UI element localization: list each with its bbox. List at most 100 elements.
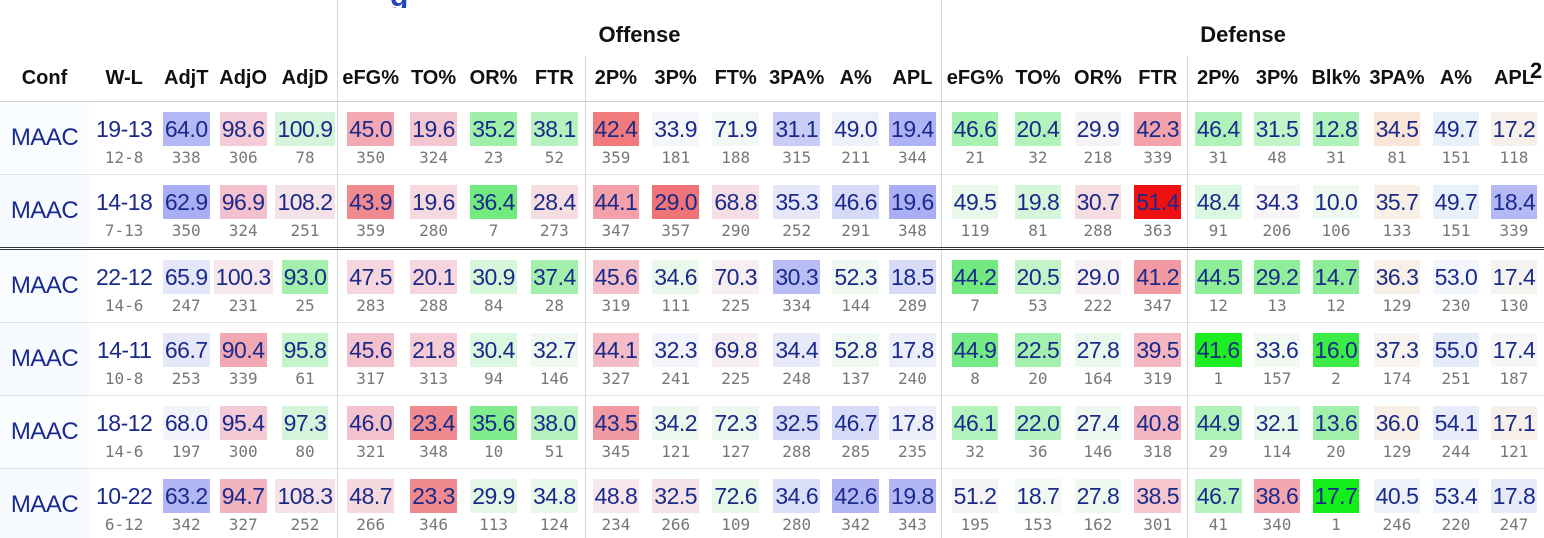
column-header-3pa[interactable]: 3PA% [765, 56, 828, 102]
stat-cell: 18.5 289 [883, 248, 942, 323]
column-header-efg[interactable]: eFG% [336, 56, 404, 102]
column-header-3p[interactable]: 3P% [645, 56, 706, 102]
stat-rank: 23 [483, 148, 504, 167]
stat-value: 29.9 [470, 479, 517, 513]
stat-rank: 289 [897, 296, 927, 315]
stat-value: 31.5 [1253, 112, 1301, 146]
stat-rank: 348 [419, 442, 448, 461]
stat-rank: 12 [1326, 296, 1346, 315]
stat-cell: 29.9 218 [1067, 101, 1128, 175]
stat-value: 35.7 [1373, 185, 1421, 219]
column-header-efg[interactable]: eFG% [941, 56, 1008, 102]
stat-cell: 108.2 251 [273, 174, 338, 250]
stat-value: 108.3 [275, 479, 335, 513]
column-header-to[interactable]: TO% [403, 56, 464, 102]
stat-cell: 70.3 225 [705, 248, 766, 323]
conference-link[interactable]: MAAC [10, 197, 79, 224]
column-header-or[interactable]: OR% [463, 56, 524, 102]
stat-cell: 17.4 130 [1483, 248, 1544, 323]
stat-cell: 48.4 91 [1187, 174, 1248, 250]
table-row: MAAC 14-11 10-8 66.7 253 90.4 339 95.8 61 45.6 317… [0, 322, 1544, 396]
stat-cell: 23.4 348 [403, 395, 464, 469]
column-header-blk[interactable]: Blk% [1305, 56, 1366, 102]
column-header-ftr[interactable]: FTR [523, 56, 586, 102]
stat-cell: 37.3 174 [1365, 322, 1429, 396]
column-header-adjd[interactable]: AdjD [273, 56, 338, 102]
column-header-adjt[interactable]: AdjT [159, 56, 214, 102]
stat-value: 53.4 [1432, 479, 1480, 513]
stat-rank: 324 [228, 221, 258, 240]
stat-value: 20.4 [1014, 112, 1062, 146]
column-header-or[interactable]: OR% [1067, 56, 1128, 102]
stat-rank: 31 [1208, 148, 1228, 167]
conference-link[interactable]: MAAC [10, 124, 79, 151]
stat-value: 12.8 [1312, 112, 1360, 146]
stat-rank: 187 [1499, 369, 1529, 388]
win-loss-record: 10-22 [96, 483, 153, 509]
stat-cell: 19.6 324 [403, 101, 464, 175]
conference-link[interactable]: MAAC [10, 345, 79, 372]
conference-link[interactable]: MAAC [10, 418, 79, 445]
stat-rank: 339 [1143, 148, 1173, 167]
column-header-3pa[interactable]: 3PA% [1365, 56, 1429, 102]
column-header-3p[interactable]: 3P% [1247, 56, 1306, 102]
stat-cell: 20.5 53 [1007, 248, 1068, 323]
stat-rank: 280 [419, 221, 448, 240]
stat-rank: 129 [1382, 442, 1412, 461]
column-header-w-l[interactable]: W-L [88, 56, 160, 102]
stat-cell: 90.4 339 [213, 322, 274, 396]
stat-rank: 343 [897, 515, 927, 534]
win-loss-record: 22-12 [96, 264, 153, 290]
stat-cell: 30.9 84 [463, 248, 524, 323]
stat-cell: 34.6 111 [645, 248, 706, 323]
stat-cell: 69.8 225 [705, 322, 766, 396]
stat-value: 46.7 [1194, 479, 1242, 513]
stat-value: 29.2 [1253, 260, 1301, 294]
stat-rank: 247 [171, 296, 201, 315]
stat-rank: 146 [1083, 442, 1113, 461]
stat-value: 34.5 [1373, 112, 1421, 146]
stat-rank: 280 [782, 515, 812, 534]
stat-rank: 327 [228, 515, 258, 534]
stat-value: 40.8 [1134, 406, 1182, 440]
win-loss-cell: 14-11 10-8 [88, 322, 160, 396]
stat-cell: 19.6 280 [403, 174, 464, 250]
table-row: MAAC 14-18 7-13 62.9 350 96.9 324 108.2 251 43.9 3… [0, 174, 1544, 250]
stat-value: 51.4 [1134, 185, 1182, 219]
column-header-2p[interactable]: 2P% [585, 56, 646, 102]
stat-cell: 34.2 121 [645, 395, 706, 469]
stat-value: 29.0 [652, 185, 700, 219]
conference-link[interactable]: MAAC [10, 272, 79, 299]
stat-value: 35.3 [773, 185, 821, 219]
conference-record: 12-8 [104, 148, 144, 167]
stat-value: 42.3 [1134, 112, 1182, 146]
column-header-a[interactable]: A% [827, 56, 884, 102]
stat-cell: 32.5 288 [765, 395, 828, 469]
stat-value: 44.9 [1194, 406, 1242, 440]
conference-link[interactable]: MAAC [10, 491, 79, 518]
column-header-apl[interactable]: APL [1483, 56, 1544, 102]
column-header-2p[interactable]: 2P% [1187, 56, 1248, 102]
column-header-adjo[interactable]: AdjO [213, 56, 274, 102]
stat-value: 28.4 [530, 185, 578, 219]
column-header-ftr[interactable]: FTR [1127, 56, 1188, 102]
stat-rank: 252 [290, 515, 320, 534]
stat-cell: 44.1 327 [585, 322, 646, 396]
stat-rank: 319 [1143, 369, 1173, 388]
column-header-a[interactable]: A% [1428, 56, 1484, 102]
stat-cell: 19.8 81 [1007, 174, 1068, 250]
column-header-to[interactable]: TO% [1007, 56, 1068, 102]
column-header-apl[interactable]: APL [883, 56, 942, 102]
stat-rank: 111 [661, 296, 691, 315]
stat-rank: 121 [661, 442, 691, 461]
stat-value: 43.5 [592, 406, 640, 440]
stat-rank: 300 [228, 442, 258, 461]
stat-rank: 153 [1023, 515, 1053, 534]
stat-rank: 195 [960, 515, 990, 534]
stat-value: 100.3 [213, 260, 273, 294]
stat-rank: 127 [721, 442, 751, 461]
column-header-conf[interactable]: Conf [0, 56, 89, 102]
column-header-row: Conf W-L AdjT AdjO AdjD eFG% TO% OR% FTR 2P% 3P% FT… [0, 56, 1544, 102]
stat-value: 19.6 [410, 112, 457, 146]
column-header-ft[interactable]: FT% [705, 56, 766, 102]
